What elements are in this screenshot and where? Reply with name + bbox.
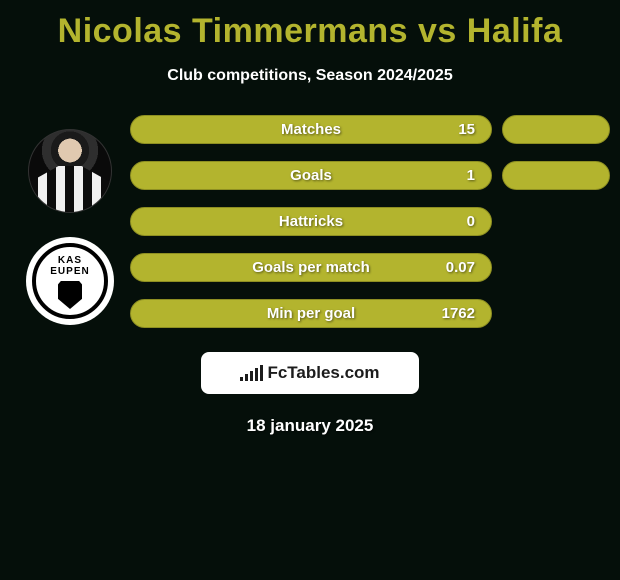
fctables-label: FcTables.com — [267, 363, 379, 383]
stat-label: Goals per match — [187, 259, 435, 276]
stat-right-value: 1762 — [435, 305, 475, 322]
stat-label: Min per goal — [187, 305, 435, 322]
stats-column: Matches15 Goals1 Hattricks0 Goals per match… — [130, 115, 610, 328]
comparison-subtitle: Club competitions, Season 2024/2025 — [0, 67, 620, 85]
stat-pill: Min per goal1762 — [130, 299, 492, 328]
stat-label: Goals — [187, 167, 435, 184]
player2-stat-pill — [502, 299, 610, 328]
stat-row: Goals1 — [130, 161, 610, 190]
bar-icon — [240, 377, 243, 381]
bar-icon — [245, 374, 248, 381]
stat-label: Matches — [187, 121, 435, 138]
stat-pill: Goals per match0.07 — [130, 253, 492, 282]
stat-right-value: 0.07 — [435, 259, 475, 276]
stat-pill: Hattricks0 — [130, 207, 492, 236]
club-logo-inner: KASEUPEN — [32, 243, 108, 319]
club-crest-icon — [58, 281, 82, 309]
club-logo-text: KASEUPEN — [50, 256, 89, 277]
player1-club-logo: KASEUPEN — [26, 237, 114, 325]
player2-stat-pill — [502, 207, 610, 236]
bar-icon — [255, 368, 258, 381]
date-text: 18 january 2025 — [0, 416, 620, 436]
stat-row: Min per goal1762 — [130, 299, 610, 328]
stat-right-value: 0 — [435, 213, 475, 230]
stat-row: Goals per match0.07 — [130, 253, 610, 282]
player2-stat-pill — [502, 161, 610, 190]
stat-pill: Matches15 — [130, 115, 492, 144]
bar-icon — [250, 371, 253, 381]
comparison-title: Nicolas Timmermans vs Halifa — [0, 0, 620, 51]
stat-row: Hattricks0 — [130, 207, 610, 236]
player1-avatar — [28, 129, 112, 213]
bar-icon — [260, 365, 263, 381]
chart-bars-icon — [240, 365, 263, 381]
fctables-badge: FcTables.com — [201, 352, 419, 394]
stat-pill: Goals1 — [130, 161, 492, 190]
stat-label: Hattricks — [187, 213, 435, 230]
player2-stat-pill — [502, 253, 610, 282]
content-area: KASEUPEN Matches15 Goals1 Hattricks0 Goals … — [0, 115, 620, 328]
player2-stat-pill — [502, 115, 610, 144]
stat-right-value: 1 — [435, 167, 475, 184]
stat-right-value: 15 — [435, 121, 475, 138]
player-column: KASEUPEN — [10, 115, 130, 325]
stat-row: Matches15 — [130, 115, 610, 144]
